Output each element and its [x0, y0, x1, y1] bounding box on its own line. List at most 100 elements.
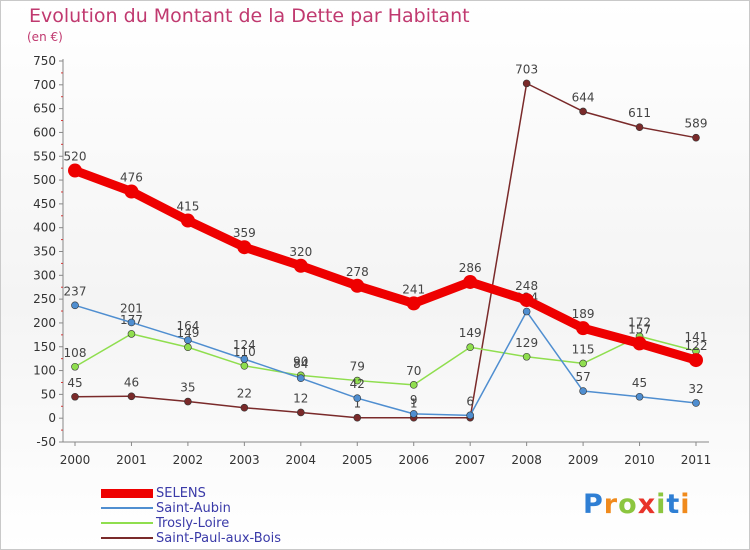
series-line [74, 333, 697, 386]
data-point [297, 408, 305, 417]
y-tick-label: 100 [33, 364, 56, 378]
y-tick-label: 500 [33, 173, 56, 187]
data-label: 90 [293, 354, 308, 368]
data-point [184, 397, 192, 406]
x-tick-label: 2004 [286, 453, 317, 467]
data-point [297, 374, 305, 382]
data-label: 241 [402, 282, 425, 296]
chart-unit-label: (en €) [27, 30, 63, 44]
logo-letter: r [603, 489, 619, 520]
data-point [635, 392, 644, 401]
data-label: 248 [515, 279, 538, 293]
legend-swatch [101, 489, 153, 498]
x-tick-label: 2002 [173, 453, 204, 467]
legend-label: Saint-Paul-aux-Bois [156, 531, 282, 546]
data-point [466, 411, 474, 420]
data-point [124, 184, 139, 199]
y-tick-label: 400 [33, 221, 56, 235]
legend-label: SELENS [156, 486, 206, 501]
data-point [71, 301, 79, 310]
x-tick-label: 2001 [116, 453, 147, 467]
y-tick-label: 450 [33, 197, 56, 211]
data-point [127, 318, 136, 327]
series-saint-paul-aux-bois: 45 46 35 22 12 1 1 703 644 611 589 [67, 62, 708, 422]
data-point [579, 107, 587, 116]
data-point [240, 403, 249, 412]
data-point [237, 240, 252, 255]
data-point [127, 392, 136, 401]
data-label: 1 [353, 397, 361, 411]
chart-title: Evolution du Montant de la Dette par Hab… [29, 5, 470, 27]
logo-letter: i [680, 489, 691, 520]
data-label: 70 [406, 364, 421, 378]
y-tick-label: 650 [33, 102, 56, 116]
data-point [240, 361, 249, 370]
data-label: 129 [515, 336, 538, 350]
x-tick-label: 2007 [455, 453, 486, 467]
data-label: 149 [459, 326, 482, 340]
y-tick-label: 750 [33, 54, 56, 68]
x-tick-label: 2011 [681, 453, 712, 467]
y-tick-label: 0 [48, 411, 56, 425]
legend-swatch [101, 522, 153, 524]
data-point [579, 359, 587, 368]
data-label: 201 [120, 301, 143, 315]
data-label: 141 [685, 330, 708, 344]
data-label: 589 [685, 117, 708, 131]
data-point [293, 258, 308, 273]
data-point [180, 213, 195, 228]
data-label: 124 [233, 338, 256, 352]
y-tick-label: 600 [33, 125, 56, 139]
proxiti-logo: Proxiti [583, 489, 691, 520]
data-label: 278 [346, 265, 369, 279]
data-label: 172 [628, 315, 651, 329]
data-label: 110 [233, 345, 256, 359]
data-point [522, 352, 531, 361]
data-label: 6 [466, 394, 474, 408]
data-point [353, 394, 362, 402]
data-point [409, 381, 418, 389]
data-point [632, 336, 647, 351]
legend-swatch [101, 537, 153, 539]
x-tick-label: 2006 [398, 453, 429, 467]
series-line [70, 166, 701, 365]
y-tick-label: 150 [33, 340, 56, 354]
data-label: 157 [628, 322, 651, 336]
data-label: 9 [410, 393, 418, 407]
data-label: 1 [410, 397, 418, 411]
data-point [353, 376, 362, 385]
data-point [692, 399, 700, 407]
data-point [71, 362, 79, 371]
x-tick-label: 2009 [568, 453, 599, 467]
data-label: 84 [293, 357, 308, 371]
x-tick-label: 2003 [229, 453, 260, 467]
data-point [353, 413, 362, 422]
y-tick-label: 300 [33, 268, 56, 282]
data-label: 32 [688, 382, 703, 396]
data-point [71, 392, 79, 401]
legend-swatch [101, 507, 153, 509]
data-label: 286 [459, 261, 482, 275]
legend-label: Saint-Aubin [156, 501, 231, 516]
data-label: 35 [180, 381, 195, 395]
data-label: 115 [572, 342, 595, 356]
data-label: 237 [64, 284, 87, 298]
data-label: 79 [350, 360, 365, 374]
x-tick-label: 2000 [60, 453, 91, 467]
data-label: 703 [515, 62, 538, 76]
data-label: 45 [67, 376, 82, 390]
y-tick-label: 50 [41, 387, 56, 401]
y-tick-label: 350 [33, 245, 56, 259]
data-point [692, 133, 700, 142]
data-label: 12 [293, 391, 308, 405]
data-label: 122 [685, 339, 708, 353]
data-point [240, 355, 249, 363]
y-tick-label: 700 [33, 78, 56, 92]
data-point [127, 330, 136, 338]
logo-letter: o [618, 489, 638, 520]
data-point [522, 307, 531, 316]
data-label: 359 [233, 226, 256, 240]
series-selens: 520 476 415 359 320 278 241 286 248 189 157 122 [64, 150, 708, 368]
